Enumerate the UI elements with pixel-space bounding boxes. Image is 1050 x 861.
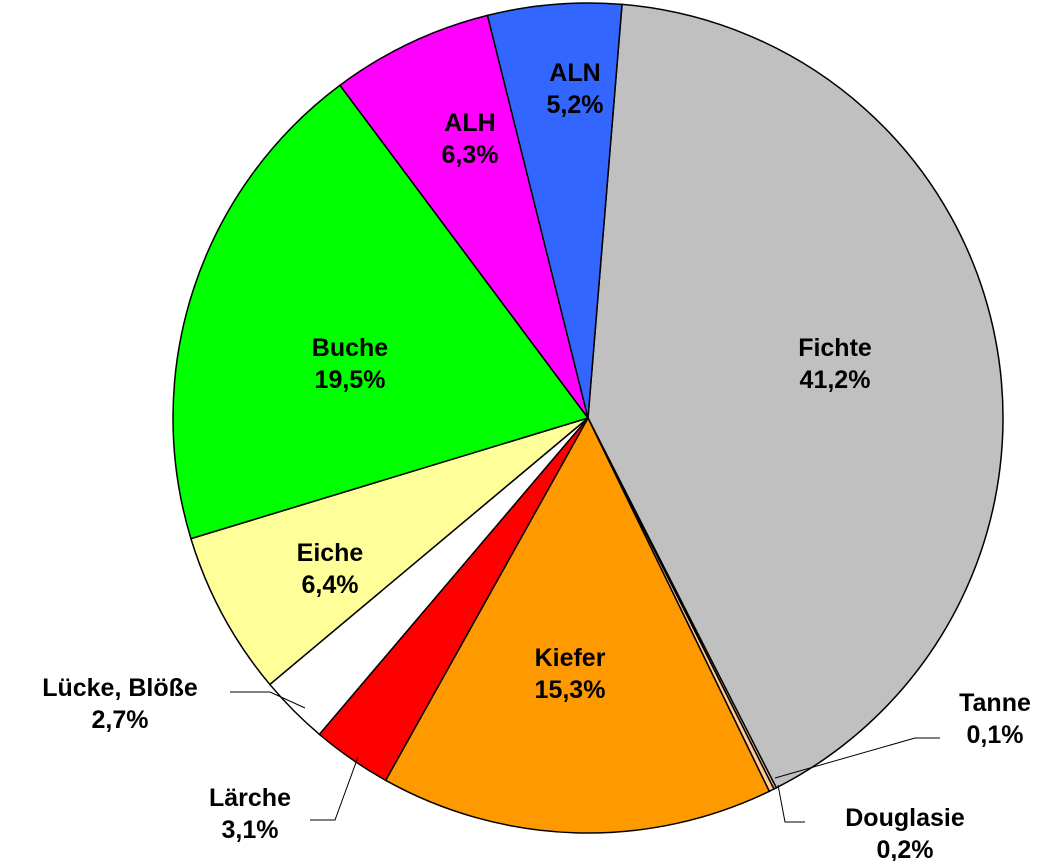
slice-value: 41,2% [800, 366, 871, 394]
slice-name: Douglasie [845, 804, 965, 832]
leader-line [230, 691, 306, 709]
slice-label: Tanne 0,1% [959, 689, 1031, 749]
slice-label: Lücke, Blöße 2,7% [42, 674, 198, 734]
slice-label: Lärche 3,1% [209, 784, 291, 844]
pie-slice [172, 84, 590, 540]
slice-value: 6,4% [302, 571, 359, 599]
slice-label: Kiefer 15,3% [535, 644, 606, 704]
slice-name: Kiefer [535, 644, 606, 672]
leader-line [310, 756, 359, 821]
slice-name: ALN [549, 59, 600, 87]
slice-value: 3,1% [222, 816, 279, 844]
slice-name: Lärche [209, 784, 291, 812]
slice-label: Buche 19,5% [312, 334, 389, 394]
leader-line [774, 737, 940, 779]
pie-slice [587, 3, 1004, 789]
slice-value: 5,2% [547, 91, 604, 119]
pie-slice [384, 416, 771, 834]
slice-value: 6,3% [442, 141, 499, 169]
slice-value: 15,3% [535, 676, 606, 704]
slice-name: Fichte [798, 334, 872, 362]
slice-name: Eiche [297, 539, 364, 567]
pie-slice [189, 417, 589, 686]
slice-value: 0,1% [967, 721, 1024, 749]
slice-name: Buche [312, 334, 389, 362]
pie-slice [486, 2, 623, 419]
slice-name: ALH [444, 109, 495, 137]
slice-name: Lücke, Blöße [42, 674, 198, 702]
slice-value: 19,5% [315, 366, 386, 394]
slice-label: Eiche 6,4% [297, 539, 364, 599]
slice-value: 0,2% [877, 836, 934, 861]
pie-slice [338, 14, 589, 419]
slice-label: Fichte 41,2% [798, 334, 872, 394]
slice-label: ALH 6,3% [442, 109, 499, 169]
slice-name: Tanne [959, 689, 1031, 717]
slice-label: Douglasie 0,2% [845, 804, 965, 861]
slice-label: ALN 5,2% [547, 59, 604, 119]
leader-line [777, 784, 805, 823]
slice-value: 2,7% [92, 706, 149, 734]
